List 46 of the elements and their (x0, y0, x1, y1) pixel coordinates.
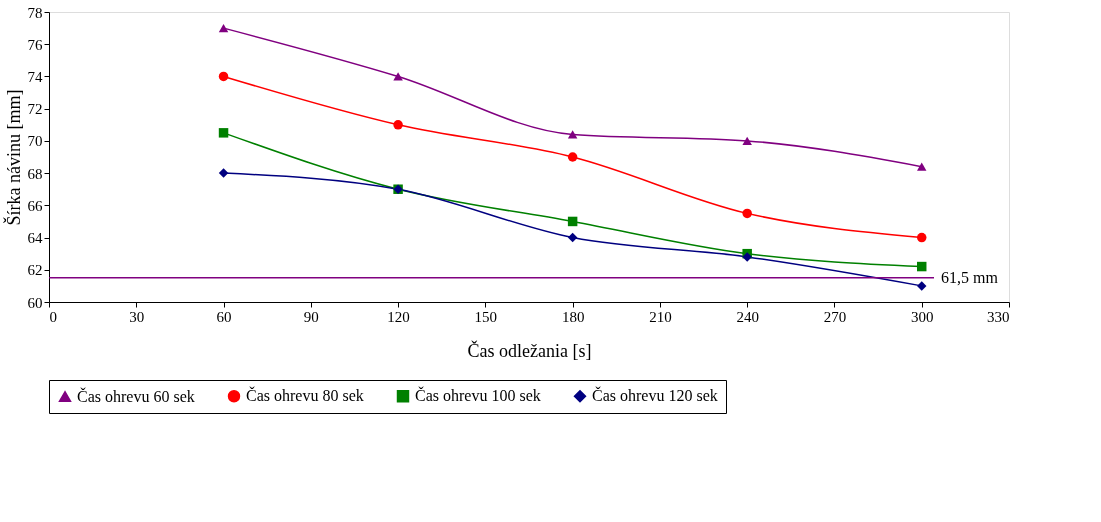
x-tick-label: 60 (216, 308, 232, 325)
point (567, 232, 578, 243)
y-tick-label: 74 (27, 68, 43, 85)
y-tick-label: 76 (27, 36, 43, 53)
point (218, 128, 229, 138)
point (916, 232, 927, 243)
point (916, 162, 927, 171)
x-tick-label: 150 (474, 308, 498, 325)
y-tick-label: 62 (27, 262, 43, 279)
y-tick-label: 68 (27, 165, 43, 182)
y-tick-label: 66 (27, 197, 43, 214)
x-tick-label: 270 (823, 308, 847, 325)
x-tick-label: 90 (303, 308, 319, 325)
point (916, 281, 927, 291)
y-tick-label: 64 (27, 230, 43, 247)
point (218, 24, 229, 33)
x-tick-label: 210 (649, 308, 672, 325)
point (218, 71, 229, 82)
point (567, 152, 578, 162)
legend-label: Čas ohrevu 100 sek (415, 386, 541, 405)
point (742, 136, 752, 145)
y-tick-label: 70 (27, 133, 43, 150)
x-tick-label: 330 (987, 308, 1010, 325)
point (916, 261, 927, 272)
x-axis-title: Čas odležania [s] (467, 339, 592, 361)
y-tick-label: 78 (27, 4, 43, 21)
ref-line-label: 61,5 mm (941, 268, 999, 286)
point (567, 130, 578, 139)
y-axis-title: Šírka návinu [mm] (2, 89, 24, 226)
legend-label: Čas ohrevu 120 sek (592, 386, 718, 405)
x-tick-label: 30 (129, 308, 145, 325)
x-tick-label: 240 (736, 308, 759, 325)
x-tick-label: 120 (387, 308, 410, 325)
x-tick-label: 180 (561, 308, 585, 325)
y-tick-label: 72 (27, 101, 43, 118)
y-tick-label: 60 (27, 294, 43, 311)
point (742, 208, 752, 219)
point (393, 72, 403, 81)
x-tick-label: 300 (910, 308, 934, 325)
legend-label: Čas ohrevu 60 sek (77, 386, 195, 405)
point (218, 168, 229, 178)
point (567, 216, 578, 227)
legend-label: Čas ohrevu 80 sek (246, 386, 364, 405)
x-tick-label: 0 (49, 308, 57, 325)
point (393, 120, 403, 130)
point (742, 252, 752, 262)
